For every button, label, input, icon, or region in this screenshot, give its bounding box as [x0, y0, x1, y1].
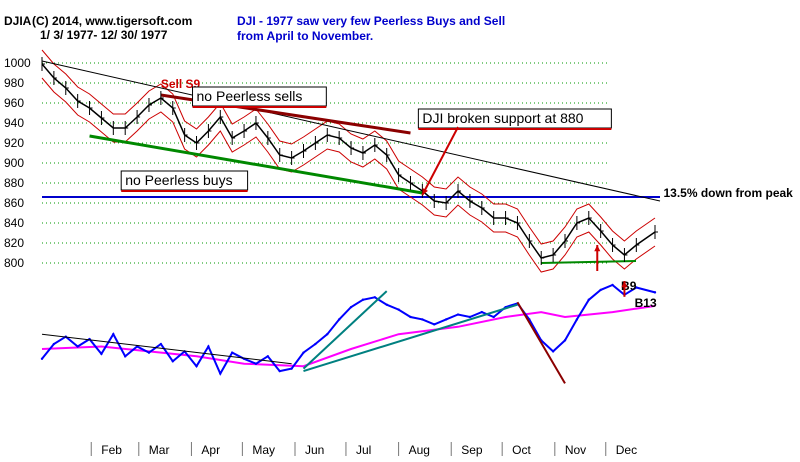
- support-break-arrow: [421, 126, 459, 196]
- nasdaq-point: [456, 313, 460, 316]
- nasdaq-point: [587, 298, 590, 301]
- copyright-text: (C) 2014, www.tigersoft.com: [32, 14, 193, 28]
- x-tick-label: Aug: [409, 443, 430, 457]
- y-tick-label: 920: [4, 136, 24, 150]
- nasdaq-point: [278, 369, 281, 373]
- nasdaq-point: [653, 291, 657, 294]
- nasdaq-point: [112, 333, 115, 336]
- nasdaq-point: [373, 296, 377, 299]
- nasdaq-point: [444, 318, 448, 321]
- buy-arrow-1-head: [594, 245, 601, 252]
- nasdaq-point: [551, 350, 555, 353]
- buy-arrow-2-head: [621, 281, 628, 288]
- nasdaq-point: [254, 362, 258, 365]
- nasdaq-point: [40, 357, 44, 360]
- nasdaq-point: [563, 339, 567, 342]
- nasdaq-point: [599, 288, 602, 292]
- nasdaq-point: [124, 355, 127, 358]
- nasdaq-point: [433, 323, 436, 326]
- nasdaq-point: [230, 351, 234, 354]
- nasdaq-point: [100, 352, 103, 356]
- x-tick-label: Nov: [565, 443, 586, 457]
- annotation-label: Sell S9: [161, 77, 201, 91]
- band-lower: [41, 77, 656, 273]
- x-tick-label: Jul: [356, 443, 371, 457]
- long-down-trendline: [41, 60, 661, 202]
- y-tick-label: 940: [4, 116, 24, 130]
- nasdaq-point: [611, 283, 614, 287]
- nasdaq-point: [266, 355, 270, 358]
- nasdaq-point: [385, 303, 388, 306]
- x-tick-label: May: [252, 443, 275, 457]
- nasdaq-point: [575, 318, 579, 321]
- nasdaq-point: [159, 342, 163, 346]
- nasdaq-point: [480, 310, 483, 314]
- y-tick-label: 980: [4, 76, 24, 90]
- x-tick-label: Sep: [461, 443, 483, 457]
- nasdaq-point: [207, 345, 210, 348]
- y-tick-label: 820: [4, 236, 24, 250]
- annotation-label: no Peerless sells: [197, 88, 303, 104]
- x-tick-label: Mar: [149, 443, 170, 457]
- nasdaq-uptrend: [303, 303, 518, 373]
- nasdaq-point: [326, 333, 329, 336]
- x-tick-label: Oct: [512, 443, 531, 457]
- y-tick-label: 800: [4, 256, 24, 270]
- chart-note: DJI - 1977 saw very few Peerless Buys an…: [237, 14, 506, 43]
- nasdaq-point: [361, 298, 365, 301]
- nasdaq-point: [468, 315, 472, 319]
- x-tick-label: Apr: [201, 443, 220, 457]
- annotation-label: no Peerless buys: [125, 172, 232, 188]
- nasdaq-point: [397, 308, 400, 311]
- x-tick-label: Feb: [101, 443, 122, 457]
- y-tick-label: 880: [4, 176, 24, 190]
- x-tick-label: Dec: [616, 443, 637, 457]
- x-tick-label: Jun: [305, 443, 324, 457]
- nasdaq-line: [41, 283, 656, 376]
- nasdaq-point: [492, 315, 495, 319]
- ma65-line: [41, 304, 656, 368]
- y-tick-label: 840: [4, 216, 24, 230]
- nasdaq-point: [195, 364, 198, 368]
- band-upper: [41, 49, 656, 245]
- annotation-label: B13: [635, 296, 657, 310]
- nasdaq-point: [337, 318, 341, 321]
- no-buys-trendline: [89, 134, 423, 195]
- nasdaq-point: [171, 360, 174, 363]
- nasdaq-point: [635, 286, 638, 289]
- nasdaq-point: [290, 367, 293, 370]
- y-tick-label: 860: [4, 196, 24, 210]
- support-break-arrow-head: [422, 188, 428, 195]
- nasdaq-point: [302, 351, 305, 354]
- chart-symbol: DJIA: [4, 14, 32, 28]
- nasdaq-point: [314, 342, 317, 346]
- annotation-label: 13.5% down from peak: [663, 186, 793, 200]
- nasdaq-point: [409, 315, 412, 319]
- date-range: 1/ 3/ 1977- 12/ 30/ 1977: [40, 28, 168, 42]
- nasdaq-downtrend: [516, 301, 566, 384]
- y-tick-label: 960: [4, 96, 24, 110]
- nasdaq-point: [76, 345, 79, 348]
- nasdaq-down-trendline: [41, 333, 292, 365]
- y-tick-label: 900: [4, 156, 24, 170]
- support-uptrend-line: [541, 260, 637, 264]
- nasdaq-point: [421, 318, 424, 321]
- nasdaq-point: [219, 372, 222, 375]
- nasdaq-steep-uptrend: [302, 290, 388, 370]
- annotation-label: DJI broken support at 880: [422, 110, 583, 126]
- nasdaq-point: [147, 351, 151, 354]
- price-line: [41, 63, 656, 259]
- nasdaq-point: [52, 342, 56, 346]
- nasdaq-point: [349, 305, 353, 309]
- y-tick-label: 1000: [4, 56, 31, 70]
